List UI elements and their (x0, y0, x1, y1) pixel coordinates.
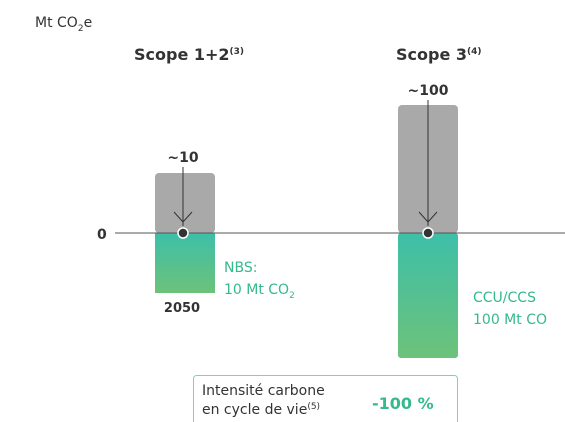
summary-box (193, 375, 458, 422)
arrow (173, 100, 438, 226)
unit-label: Mt CO2e (35, 15, 92, 34)
title-note: (4) (467, 47, 482, 57)
removal-bar (155, 233, 215, 293)
removal-text: 10 Mt CO (224, 282, 289, 298)
removal-label: NBS: (224, 260, 257, 276)
summary-note: (5) (307, 402, 320, 412)
zero-label: 0 (97, 227, 107, 243)
group-title: Scope 3(4) (396, 45, 482, 64)
title-text: Scope 1+2 (134, 45, 230, 64)
gross-label: ~100 (408, 83, 449, 99)
removal-label: 100 Mt CO (473, 312, 547, 328)
removal-sub: 2 (289, 291, 295, 301)
unit-text: Mt CO (35, 15, 78, 31)
summary-value: -100 % (372, 394, 434, 413)
year-label: 2050 (164, 301, 200, 316)
title-note: (3) (230, 47, 245, 57)
removal-label: CCU/CCS (473, 290, 536, 306)
summary-line: en cycle de vie (202, 402, 307, 418)
gross-bar (155, 173, 215, 233)
dot (422, 227, 434, 239)
unit-sub: 2 (78, 24, 84, 34)
gross-label: ~10 (167, 150, 198, 166)
summary-text: en cycle de vie(5) (202, 402, 320, 418)
title-text: Scope 3 (396, 45, 467, 64)
group-title: Scope 1+2(3) (134, 45, 244, 64)
removal-bar (398, 233, 458, 358)
dot (177, 227, 189, 239)
removal-label: 10 Mt CO2 (224, 282, 295, 301)
summary-text: Intensité carbone (202, 383, 325, 399)
unit-suffix: e (84, 15, 93, 31)
